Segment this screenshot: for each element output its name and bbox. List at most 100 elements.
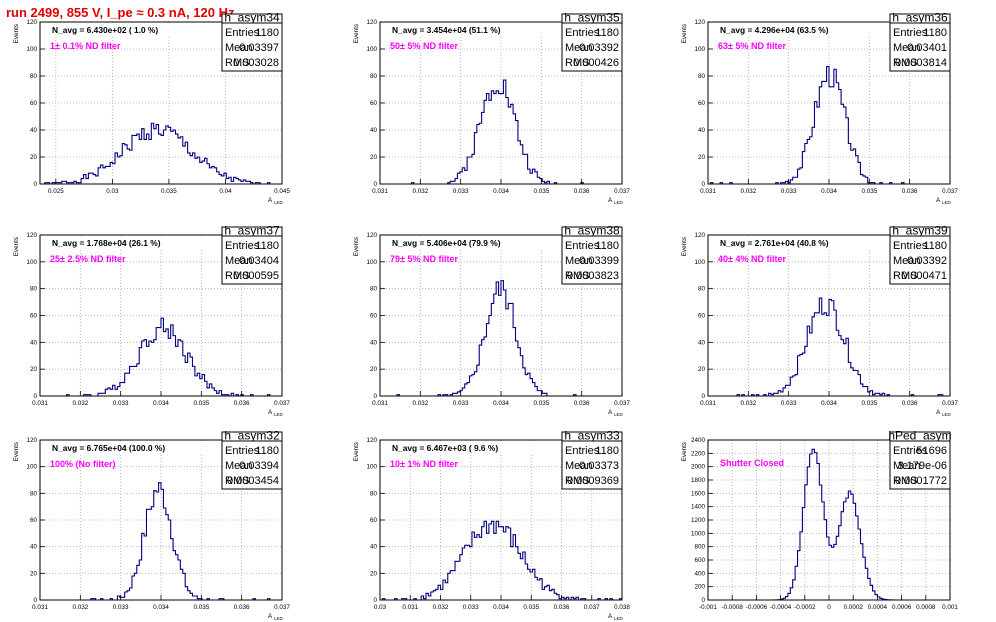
x-tick-label: 0.035: [861, 188, 877, 195]
y-tick-label: 60: [370, 517, 378, 524]
y-tick-label: 40: [30, 127, 38, 134]
navg-text: N_avg = 1.768e+04 (26.1 %): [52, 238, 161, 248]
y-tick-label: 80: [698, 286, 706, 293]
stats-value-mean: 0.03392: [579, 42, 619, 54]
y-tick-label: 40: [30, 544, 38, 551]
stats-label-mean: Mean: [225, 255, 253, 267]
stats-label-entries: Entries: [225, 445, 260, 457]
x-tick-label: 0.033: [113, 400, 129, 407]
x-axis-label-sub: LED: [942, 412, 952, 417]
y-tick-label: 1000: [691, 530, 706, 537]
stats-label-mean: Mean: [225, 42, 253, 54]
filter-label: 40± 4% ND filter: [718, 254, 786, 264]
stats-value-mean: 0.03394: [239, 460, 279, 472]
stats-value-entries: 51696: [916, 445, 947, 457]
stats-value-rms: 0.0009369: [567, 475, 619, 487]
x-axis-label-sub: LED: [274, 616, 284, 621]
y-tick-label: 1400: [691, 504, 706, 511]
y-tick-label: 20: [30, 570, 38, 577]
y-tick-label: 100: [26, 464, 37, 471]
stats-label-rms: RMS: [225, 270, 249, 282]
stats-label-entries: Entries: [225, 27, 260, 39]
y-tick-label: 120: [366, 232, 377, 239]
histogram-title: h_asym33: [564, 429, 620, 443]
navg-background: [714, 238, 886, 248]
y-tick-label: 20: [30, 366, 38, 373]
stats-value-mean: 0.03397: [239, 42, 279, 54]
x-tick-label: 0: [827, 604, 831, 611]
x-tick-label: 0.035: [861, 400, 877, 407]
navg-text: N_avg = 2.761e+04 (40.8 %): [720, 238, 829, 248]
panel-h_asym32: 0.031 0.032 0.033 0.034 0.035 0.036 0.037 0 20 40…: [13, 429, 290, 622]
filter-label: 10± 1% ND filter: [390, 459, 458, 469]
x-tick-label: 0.036: [902, 188, 918, 195]
x-tick-label: 0.034: [493, 188, 509, 195]
x-tick-label: 0.0008: [916, 604, 936, 611]
stats-box: [561, 235, 623, 285]
stats-label-rms: RMS: [225, 57, 249, 69]
y-tick-label: 40: [30, 339, 38, 346]
y-axis-label: Events: [13, 24, 20, 43]
x-tick-label: 0.037: [614, 188, 630, 195]
y-tick-label: 40: [698, 339, 706, 346]
stats-label-entries: Entries: [565, 445, 600, 457]
x-axis-label: A: [608, 197, 613, 204]
x-tick-label: 0.032: [412, 400, 428, 407]
navg-text: N_avg = 6.430e+02 ( 1.0 %): [52, 25, 158, 35]
navg-text: N_avg = 5.406e+04 (79.9 %): [392, 238, 501, 248]
y-tick-label: 0: [701, 597, 705, 604]
stats-label-mean: Mean: [893, 42, 921, 54]
x-tick-label: 0.037: [584, 604, 600, 611]
y-tick-label: 100: [366, 46, 377, 53]
histogram-title: h_asym36: [892, 11, 948, 25]
y-tick-label: 20: [370, 154, 378, 161]
y-tick-label: 1200: [691, 517, 706, 524]
x-tick-label: 0.032: [412, 188, 428, 195]
filter-label: 100% (No filter): [50, 459, 116, 469]
stats-value-mean: 0.03373: [579, 460, 619, 472]
x-tick-label: 0.034: [821, 188, 837, 195]
stats-label-entries: Entries: [893, 445, 928, 457]
x-tick-label: 0.031: [700, 188, 716, 195]
stats-value-rms: 0.003028: [233, 57, 279, 69]
x-tick-label: 0.032: [740, 188, 756, 195]
x-tick-label: 0.031: [700, 400, 716, 407]
stats-value-rms: 0.0003454: [227, 475, 279, 487]
panel-h_asym34: 0.025 0.03 0.035 0.04 0.045 0 20 40 60 80 100 120 Ev…: [13, 11, 290, 206]
filter-label: 50± 5% ND filter: [390, 41, 458, 51]
stats-value-entries: 1180: [255, 445, 279, 457]
y-tick-label: 200: [694, 584, 705, 591]
x-tick-label: 0.0002: [844, 604, 864, 611]
histogram-title: h_asym37: [224, 224, 280, 238]
y-tick-label: 2200: [691, 450, 706, 457]
panel-h_asym37: 0.031 0.032 0.033 0.034 0.035 0.036 0.037 0 20 40…: [13, 224, 290, 418]
x-tick-label: 0.034: [153, 400, 169, 407]
x-tick-label: 0.034: [493, 400, 509, 407]
stats-value-entries: 1180: [923, 240, 947, 252]
panel-h_asym35: 0.031 0.032 0.033 0.034 0.035 0.036 0.037 0 20 40…: [353, 11, 630, 206]
filter-label: 25± 2.5% ND filter: [50, 254, 126, 264]
y-tick-label: 2400: [691, 437, 706, 444]
y-tick-label: 400: [694, 570, 705, 577]
stats-label-entries: Entries: [225, 240, 260, 252]
x-tick-label: 0.036: [234, 604, 250, 611]
y-tick-label: 60: [30, 100, 38, 107]
y-tick-label: 120: [694, 19, 705, 26]
y-tick-label: 60: [30, 517, 38, 524]
panel-h_asym38: 0.031 0.032 0.033 0.034 0.035 0.036 0.037 0 20 40…: [353, 224, 630, 418]
stats-label-entries: Entries: [565, 27, 600, 39]
histogram-title: h_asym35: [564, 11, 620, 25]
navg-text: N_avg = 3.454e+04 (51.1 %): [392, 25, 501, 35]
x-tick-label: 0.037: [614, 400, 630, 407]
x-tick-label: 0.032: [72, 604, 88, 611]
x-tick-label: 0.031: [402, 604, 418, 611]
x-axis-label-sub: LED: [614, 616, 624, 621]
navg-box: N_avg = 2.761e+04 (40.8 %): [714, 238, 886, 248]
x-tick-label: 0.035: [193, 400, 209, 407]
x-tick-label: 0.034: [153, 604, 169, 611]
stats-value-rms: 0.000426: [573, 57, 619, 69]
x-tick-label: 0.037: [274, 400, 290, 407]
x-tick-label: 0.031: [372, 400, 388, 407]
stats-box: [889, 22, 951, 72]
y-tick-label: 800: [694, 544, 705, 551]
